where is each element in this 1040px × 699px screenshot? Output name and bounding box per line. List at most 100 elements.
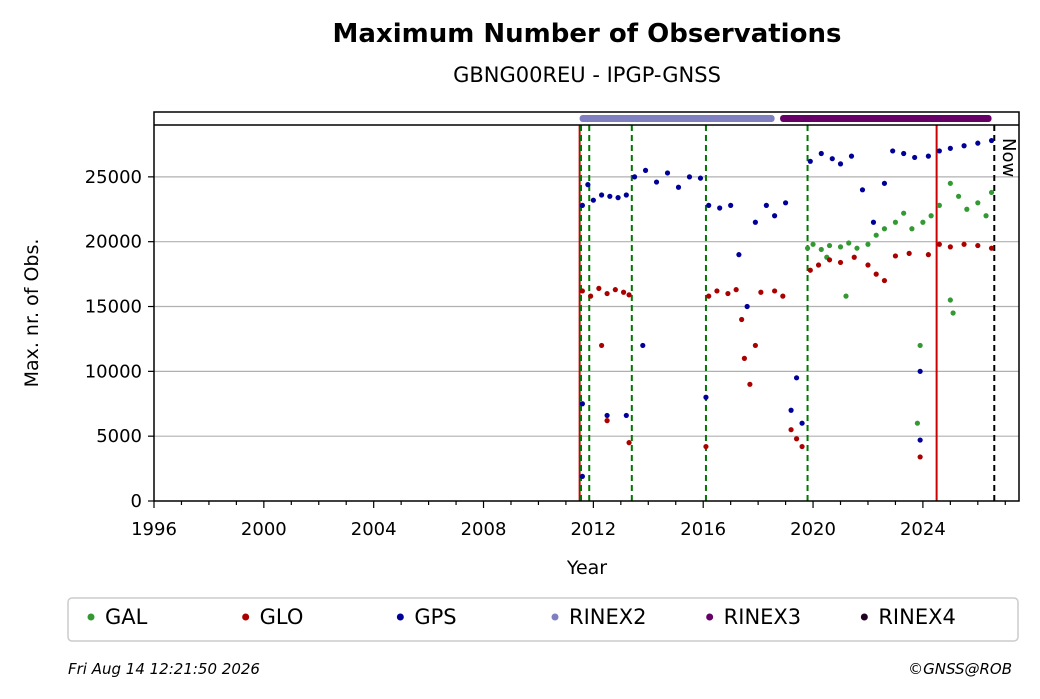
data-point <box>804 245 811 251</box>
rinex-bars <box>579 115 992 122</box>
data-point <box>763 202 769 208</box>
footer-timestamp: Fri Aug 14 12:21:50 2026 <box>68 660 260 678</box>
data-point <box>810 241 816 247</box>
data-point <box>697 175 704 181</box>
data-point <box>988 189 995 196</box>
data-point <box>623 192 629 198</box>
series-gps <box>579 137 995 479</box>
data-point <box>837 161 844 167</box>
data-points <box>579 137 995 479</box>
data-point <box>846 240 852 246</box>
data-point <box>799 443 805 450</box>
x-tick-label: 2020 <box>790 519 836 540</box>
data-point <box>859 187 866 193</box>
data-point <box>604 418 610 424</box>
data-point <box>920 219 926 225</box>
data-point <box>626 440 632 446</box>
footer-copyright: ©GNSS@ROB <box>908 660 1012 678</box>
y-tick-label: 10000 <box>85 361 142 382</box>
data-point <box>854 245 860 251</box>
data-point <box>947 145 953 151</box>
data-point <box>653 179 660 185</box>
legend-marker <box>706 613 714 621</box>
data-point <box>826 242 833 249</box>
data-point <box>881 180 888 186</box>
data-point <box>881 277 888 284</box>
data-point <box>714 288 720 294</box>
legend-marker <box>860 613 868 621</box>
data-point <box>728 202 734 208</box>
data-point <box>706 293 712 299</box>
legend-marker <box>396 613 404 621</box>
y-tick-label: 15000 <box>85 297 142 318</box>
x-tick-label: 2004 <box>351 519 397 540</box>
legend-label: RINEX2 <box>569 605 647 629</box>
data-point <box>793 375 800 381</box>
data-point <box>881 226 888 232</box>
x-axis-label: Year <box>566 557 607 579</box>
data-point <box>604 290 610 297</box>
data-point <box>950 310 956 316</box>
data-point <box>917 368 923 374</box>
data-point <box>788 427 794 433</box>
data-point <box>686 174 693 180</box>
data-point <box>815 262 822 268</box>
y-tick-label: 25000 <box>85 167 142 188</box>
data-point <box>917 454 923 460</box>
data-point <box>744 303 750 310</box>
data-point <box>675 184 682 190</box>
data-point <box>961 241 967 247</box>
data-point <box>818 150 824 157</box>
data-point <box>725 290 731 297</box>
data-point <box>772 213 778 219</box>
x-tick-label: 2008 <box>461 519 507 540</box>
data-point <box>579 401 585 407</box>
y-tick-label: 20000 <box>85 232 142 253</box>
x-axis-ticks: 1996 2000 2004 2008 2012 2016 2020 2024 <box>131 501 1006 540</box>
data-point <box>892 253 899 259</box>
data-point <box>829 156 835 162</box>
legend-box <box>67 597 1019 642</box>
data-point <box>807 158 813 164</box>
data-point <box>925 252 931 258</box>
data-point <box>925 153 931 159</box>
data-point <box>590 197 596 203</box>
data-point <box>626 292 632 298</box>
data-point <box>799 420 805 426</box>
data-point <box>873 271 879 277</box>
data-point <box>758 289 764 295</box>
data-point <box>788 407 794 413</box>
data-point <box>585 182 591 188</box>
data-point <box>873 232 879 238</box>
data-point <box>901 210 907 216</box>
data-point <box>703 394 709 400</box>
legend-label: RINEX4 <box>878 605 956 629</box>
data-point <box>837 259 844 266</box>
data-point <box>928 213 934 219</box>
data-point <box>848 153 855 159</box>
data-point <box>733 287 739 293</box>
data-point <box>579 202 585 208</box>
data-point <box>901 150 907 157</box>
data-point <box>739 316 745 323</box>
data-point <box>818 246 824 253</box>
y-tick-label: 5000 <box>96 426 142 447</box>
data-point <box>664 170 671 176</box>
data-point <box>912 154 918 161</box>
data-point <box>615 195 621 201</box>
data-point <box>890 148 896 154</box>
data-point <box>964 206 970 212</box>
data-point <box>955 193 962 199</box>
data-point <box>604 412 610 419</box>
data-point <box>975 140 981 146</box>
data-point <box>631 174 638 180</box>
data-point <box>807 267 813 273</box>
data-point <box>936 202 942 208</box>
data-point <box>865 262 871 268</box>
data-point <box>736 252 742 258</box>
x-tick-label: 2012 <box>570 519 616 540</box>
data-point <box>975 242 981 249</box>
data-point <box>612 287 618 293</box>
data-point <box>975 200 981 206</box>
